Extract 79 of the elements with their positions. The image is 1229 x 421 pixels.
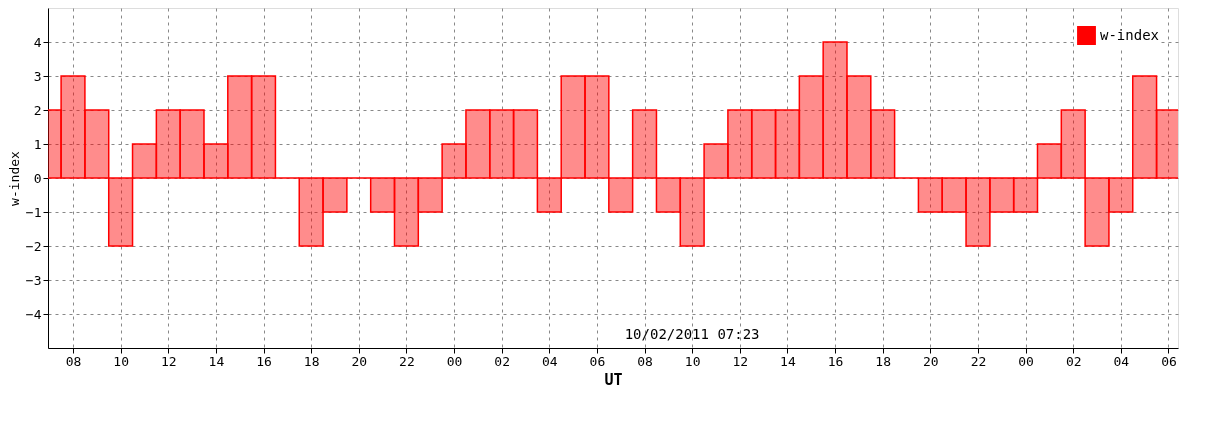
bar — [536, 177, 562, 213]
x-tick-label: 14 — [780, 353, 796, 369]
x-tick-label: 18 — [303, 353, 320, 369]
bar — [393, 177, 420, 247]
x-tick-label: 16 — [827, 353, 844, 369]
y-tick-label: 2 — [33, 102, 42, 118]
x-tick-label: 12 — [160, 353, 177, 369]
bar — [774, 109, 801, 179]
bar — [846, 75, 872, 179]
bar — [608, 177, 634, 213]
x-tick-label: 10 — [684, 353, 701, 369]
bar — [941, 177, 967, 213]
x-tick-label: 04 — [1113, 353, 1130, 369]
x-tick-label: 06 — [1161, 353, 1177, 369]
x-tick-label: 10 — [113, 353, 129, 369]
bar — [465, 109, 491, 179]
bar — [917, 177, 943, 213]
x-tick-label: 22 — [970, 353, 987, 369]
bar — [441, 143, 467, 179]
bar — [107, 177, 134, 247]
bar — [870, 109, 896, 179]
bar — [512, 109, 539, 179]
bar — [798, 75, 824, 179]
bar — [227, 75, 253, 179]
bar — [679, 177, 705, 247]
bar — [179, 109, 205, 179]
bar — [322, 177, 348, 213]
x-tick-label: 02 — [1065, 353, 1082, 369]
y-tick-label: −4 — [25, 306, 42, 322]
bar — [203, 143, 229, 179]
bar — [1012, 177, 1039, 213]
bar — [727, 109, 753, 179]
legend-label: w-index — [1100, 26, 1160, 43]
bar — [822, 41, 848, 179]
bar — [989, 177, 1015, 213]
bar — [631, 109, 658, 179]
bar — [703, 143, 729, 179]
bar — [417, 177, 443, 213]
x-tick-label: 22 — [399, 353, 415, 369]
bar — [84, 109, 110, 179]
bar — [560, 75, 586, 179]
bar — [584, 75, 610, 179]
bar — [250, 75, 277, 179]
x-tick-label: 00 — [1018, 353, 1034, 369]
x-tick-label: 04 — [541, 353, 558, 369]
x-tick-label: 02 — [494, 353, 510, 369]
bar — [298, 177, 324, 247]
y-tick-label: −3 — [25, 272, 42, 288]
annotation: 10/02/2011 07:23 — [624, 326, 760, 342]
x-tick-label: 20 — [351, 353, 368, 369]
y-tick-label: −2 — [25, 238, 42, 254]
x-tick-label: 06 — [589, 353, 606, 369]
bar — [1060, 109, 1086, 179]
bar — [369, 177, 396, 213]
x-tick-label: 08 — [637, 353, 653, 369]
x-tick-label: 18 — [875, 353, 892, 369]
bar — [131, 143, 158, 179]
y-tick-label: −1 — [25, 204, 42, 220]
x-tick-label: 12 — [732, 353, 749, 369]
x-tick-label: 08 — [65, 353, 82, 369]
bar — [155, 109, 181, 179]
x-axis-title: UT — [604, 370, 623, 389]
x-tick-label: 00 — [446, 353, 463, 369]
y-tick-label: 3 — [33, 68, 42, 84]
bar — [1036, 143, 1063, 179]
x-tick-label: 16 — [256, 353, 272, 369]
y-tick-label: 4 — [33, 34, 42, 50]
y-tick-label: 0 — [33, 170, 42, 186]
y-axis-title: w-index — [6, 150, 22, 206]
bar — [750, 109, 777, 179]
bar — [1084, 177, 1110, 247]
bar — [1132, 75, 1158, 179]
x-tick-label: 20 — [923, 353, 939, 369]
x-tick-label: 14 — [208, 353, 225, 369]
bar — [965, 177, 991, 247]
bar — [1108, 177, 1134, 213]
bar — [489, 109, 515, 179]
y-tick-label: 1 — [33, 136, 42, 152]
bar — [655, 177, 682, 213]
